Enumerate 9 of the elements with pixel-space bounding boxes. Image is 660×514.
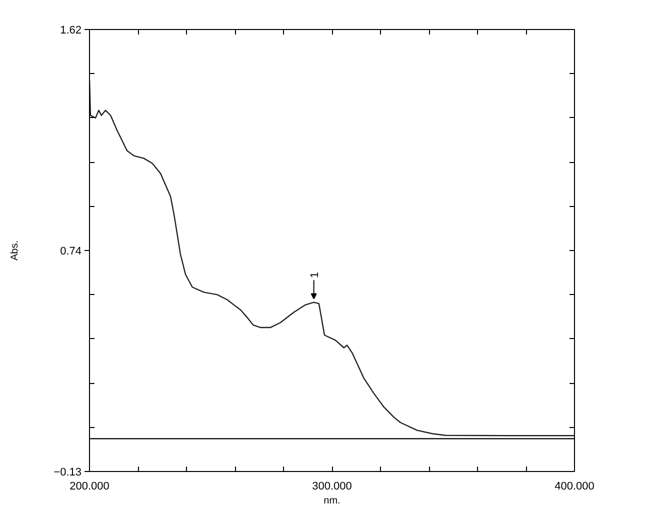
x-axis-title: nm.: [324, 496, 340, 506]
x-tick-label: 200.000: [70, 480, 110, 492]
y-axis-title: Abs.: [10, 240, 21, 261]
y-tick-label: 1.62: [60, 24, 82, 36]
x-tick-label: 300.000: [312, 480, 352, 492]
y-tick-label: 0.74: [60, 246, 82, 258]
x-tick-label: 400.000: [554, 480, 594, 492]
annotation: 1: [308, 272, 321, 278]
y-tick-label: −0.13: [54, 466, 82, 478]
